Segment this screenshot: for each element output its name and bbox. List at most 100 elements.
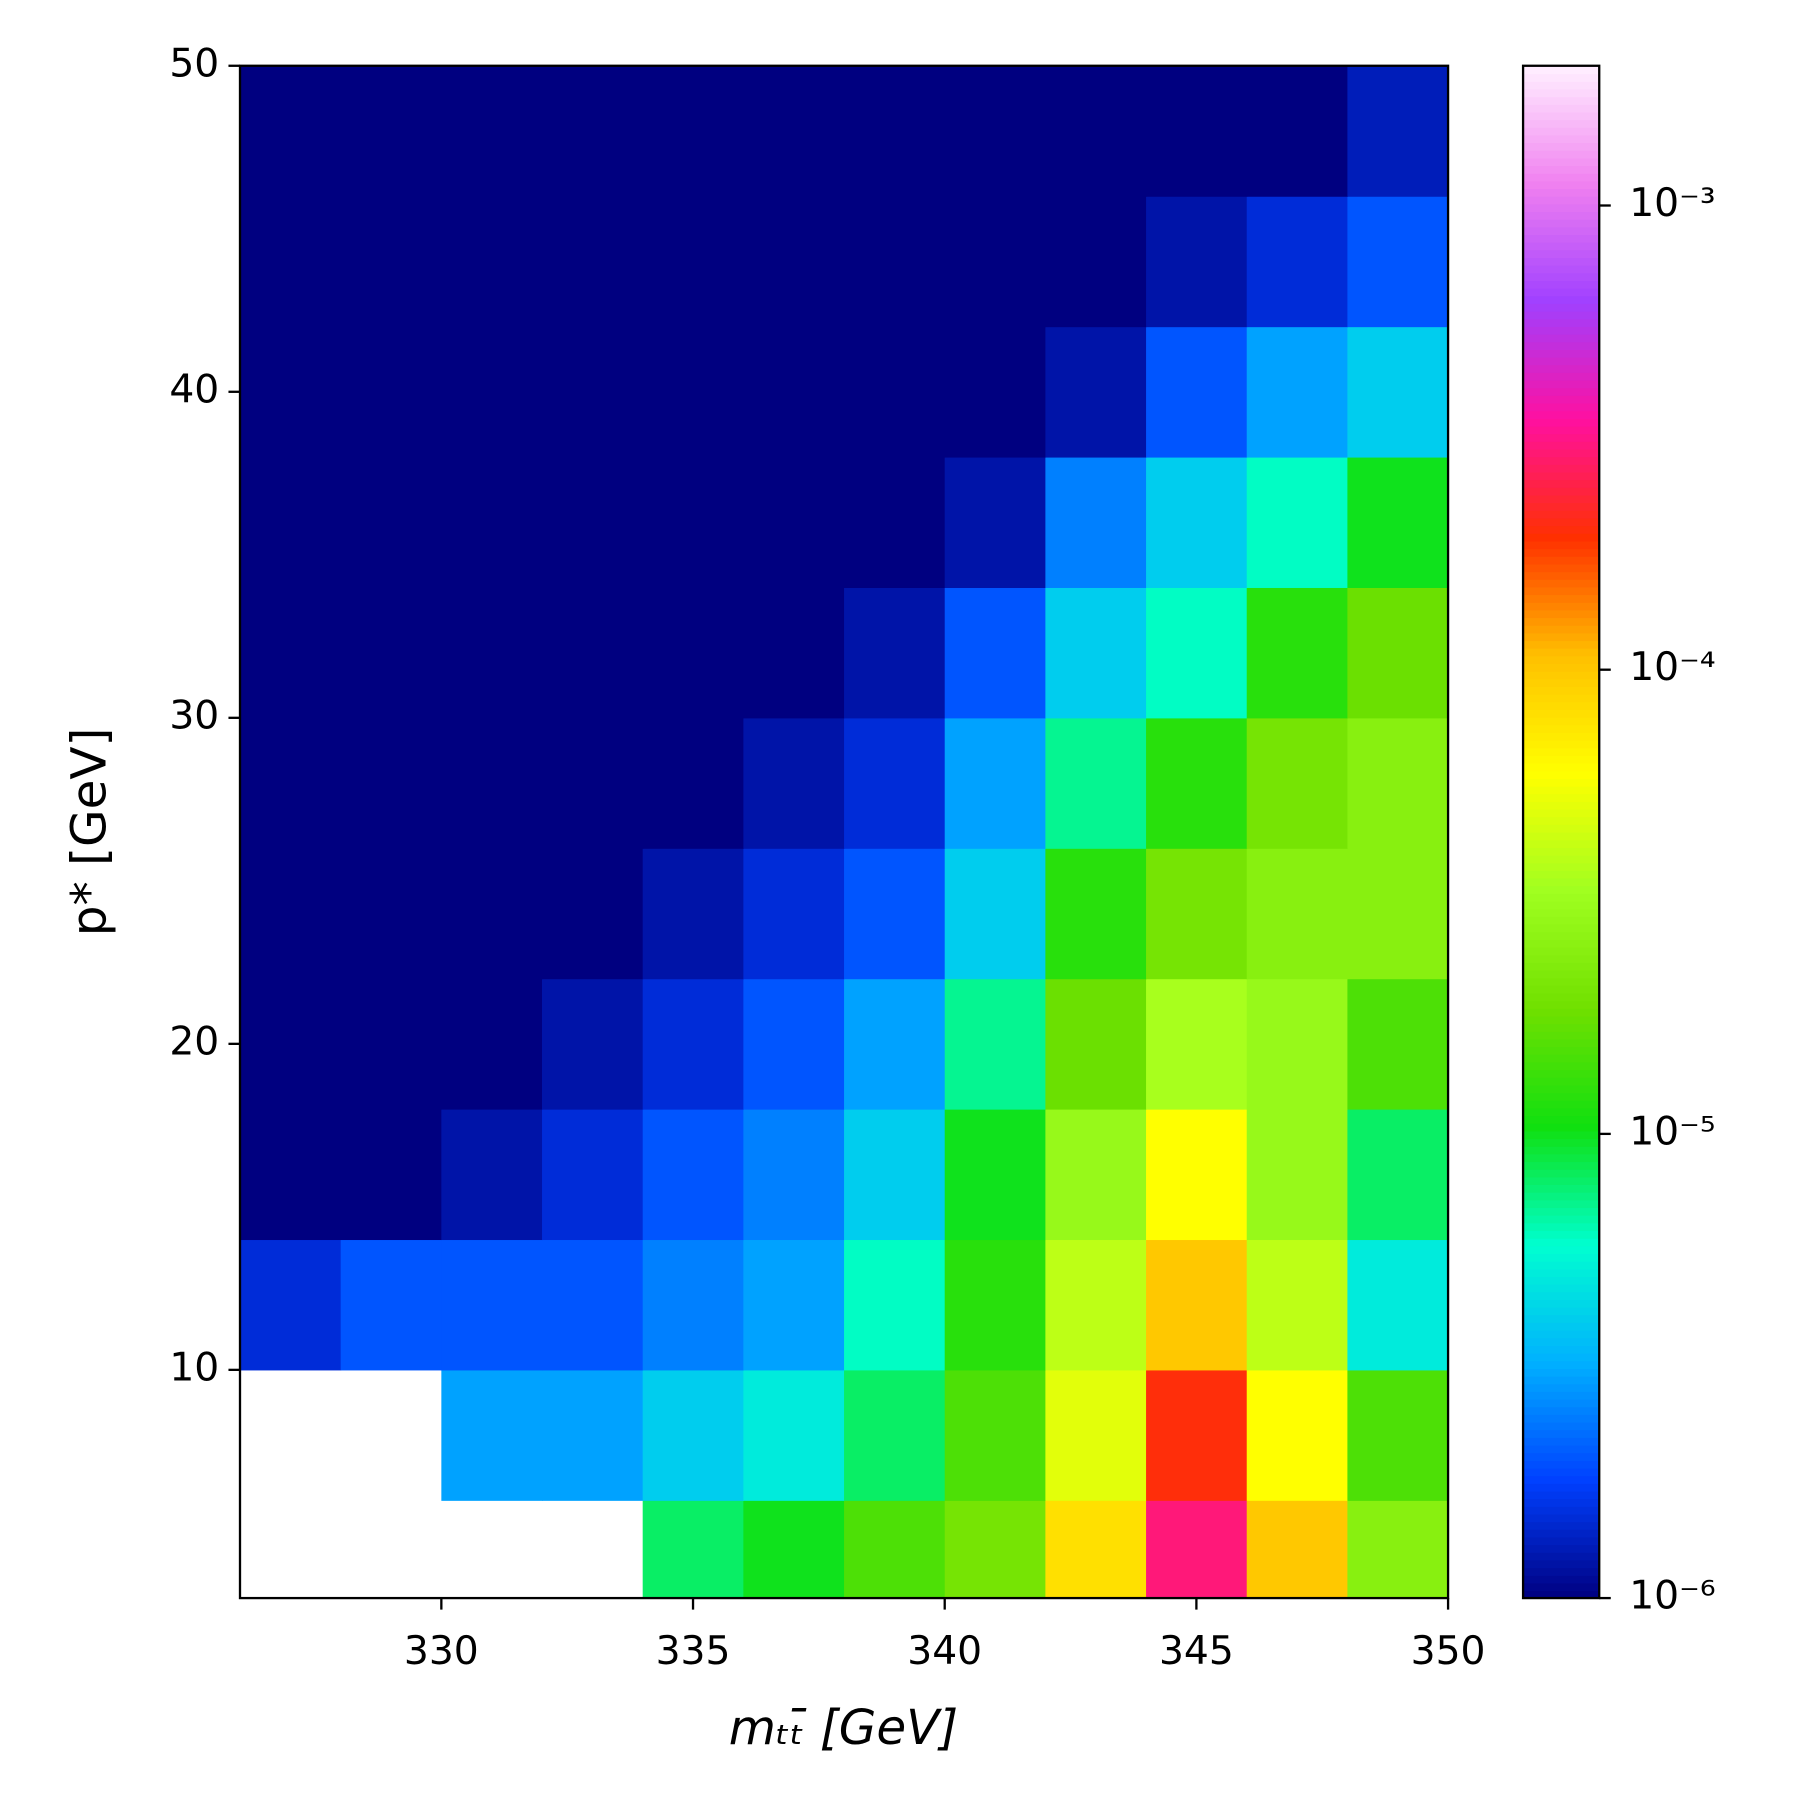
heatmap-cell	[542, 456, 644, 588]
colorbar-segment	[1523, 801, 1600, 810]
heatmap-cell	[441, 196, 543, 328]
y-axis-label: p* [GeV]	[61, 728, 117, 937]
colorbar-segment	[1523, 1421, 1600, 1431]
colorbar-segment	[1523, 341, 1600, 350]
colorbar-segment	[1523, 755, 1600, 764]
colorbar-segment	[1523, 1429, 1600, 1438]
colorbar-segment	[1523, 1360, 1600, 1369]
colorbar-segment	[1523, 977, 1600, 986]
colorbar-segment	[1523, 870, 1600, 879]
heatmap-cell	[1347, 196, 1449, 328]
colorbar-segment	[1523, 808, 1600, 818]
colorbar-segment	[1523, 134, 1600, 144]
heatmap-cell	[642, 587, 744, 719]
colorbar-segment	[1523, 1444, 1600, 1454]
heatmap-cell	[642, 1500, 744, 1599]
colorbar-segment	[1523, 211, 1600, 220]
heatmap-cell	[944, 456, 1046, 588]
colorbar-segment	[1523, 1199, 1600, 1209]
heatmap-cell	[743, 65, 845, 197]
heatmap-cell	[340, 848, 442, 980]
colorbar-segment	[1523, 502, 1600, 511]
colorbar-segment	[1523, 640, 1600, 649]
colorbar-segment	[1523, 1260, 1600, 1270]
colorbar-segment	[1523, 264, 1600, 274]
heatmap-cell	[240, 456, 342, 588]
heatmap-cell	[441, 326, 543, 458]
colorbar-segment	[1523, 165, 1600, 174]
heatmap-cell	[1246, 65, 1348, 197]
heatmap-cell	[1246, 1369, 1348, 1501]
heatmap-cell	[1146, 196, 1248, 328]
colorbar-tick-label: 10⁻⁶	[1629, 1574, 1715, 1619]
heatmap-cell	[1146, 587, 1248, 719]
heatmap-cell	[340, 587, 442, 719]
colorbar-segment	[1523, 226, 1600, 236]
heatmap-cell	[743, 326, 845, 458]
heatmap-cell	[844, 1239, 946, 1371]
colorbar-segment	[1523, 241, 1600, 251]
heatmap-cell	[944, 196, 1046, 328]
heatmap-cell	[642, 65, 744, 197]
colorbar-segment	[1523, 992, 1600, 1002]
heatmap-cell	[240, 1239, 342, 1371]
colorbar-segment	[1523, 1268, 1600, 1277]
colorbar-segment	[1523, 923, 1600, 933]
colorbar-segment	[1523, 234, 1600, 243]
heatmap-cell	[240, 65, 342, 197]
heatmap-cell	[441, 1369, 543, 1501]
heatmap-cell	[240, 848, 342, 980]
colorbar-segment	[1523, 81, 1600, 90]
heatmap-cell	[1246, 717, 1348, 849]
heatmap-cell	[1146, 717, 1248, 849]
colorbar-segment	[1523, 310, 1600, 320]
y-tick-label: 20	[169, 1019, 219, 1064]
colorbar-segment	[1523, 410, 1600, 419]
colorbar-segment	[1523, 1054, 1600, 1063]
heatmap-cell	[340, 1239, 442, 1371]
heatmap-cell	[340, 326, 442, 458]
heatmap-cell	[1347, 717, 1449, 849]
colorbar-segment	[1523, 1383, 1600, 1392]
colorbar-segment	[1523, 494, 1600, 504]
colorbar-segment	[1523, 1153, 1600, 1163]
heatmap-cell	[1347, 587, 1449, 719]
heatmap-cell	[1347, 848, 1449, 980]
heatmap-cell	[642, 1369, 744, 1501]
colorbar-segment	[1523, 893, 1600, 902]
colorbar-segment	[1523, 1345, 1600, 1354]
colorbar-segment	[1523, 119, 1600, 128]
colorbar-segment	[1523, 908, 1600, 917]
colorbar-tick-label: 10⁻⁴	[1629, 645, 1715, 690]
heatmap-cell	[743, 717, 845, 849]
heatmap-cell	[340, 65, 442, 197]
colorbar-segment	[1523, 655, 1600, 665]
colorbar-segment	[1523, 1222, 1600, 1232]
colorbar-segment	[1523, 663, 1600, 672]
colorbar-segment	[1523, 885, 1600, 894]
colorbar-segment	[1523, 762, 1600, 772]
colorbar-segment	[1523, 1008, 1600, 1017]
heatmap-cell	[1146, 848, 1248, 980]
colorbar-segment	[1523, 1559, 1600, 1569]
heatmap-cell	[240, 196, 342, 328]
colorbar-segment	[1523, 793, 1600, 802]
colorbar-segment	[1523, 1038, 1600, 1048]
colorbar-segment	[1523, 1437, 1600, 1446]
colorbar-segment	[1523, 916, 1600, 925]
heatmap-cell	[1246, 978, 1348, 1110]
heatmap-cell	[642, 978, 744, 1110]
colorbar-segment	[1523, 1184, 1600, 1193]
colorbar-segment	[1523, 854, 1600, 864]
colorbar-segment	[1523, 778, 1600, 787]
heatmap-cell	[1045, 1239, 1147, 1371]
colorbar-segment	[1523, 1138, 1600, 1147]
colorbar-segment	[1523, 594, 1600, 603]
heatmap-cell	[1045, 848, 1147, 980]
colorbar-segment	[1523, 1460, 1600, 1469]
heatmap-cell	[844, 1500, 946, 1599]
heatmap-cell	[542, 1239, 644, 1371]
colorbar-segment	[1523, 1130, 1600, 1140]
colorbar-segment	[1523, 188, 1600, 197]
colorbar-segment	[1523, 379, 1600, 389]
